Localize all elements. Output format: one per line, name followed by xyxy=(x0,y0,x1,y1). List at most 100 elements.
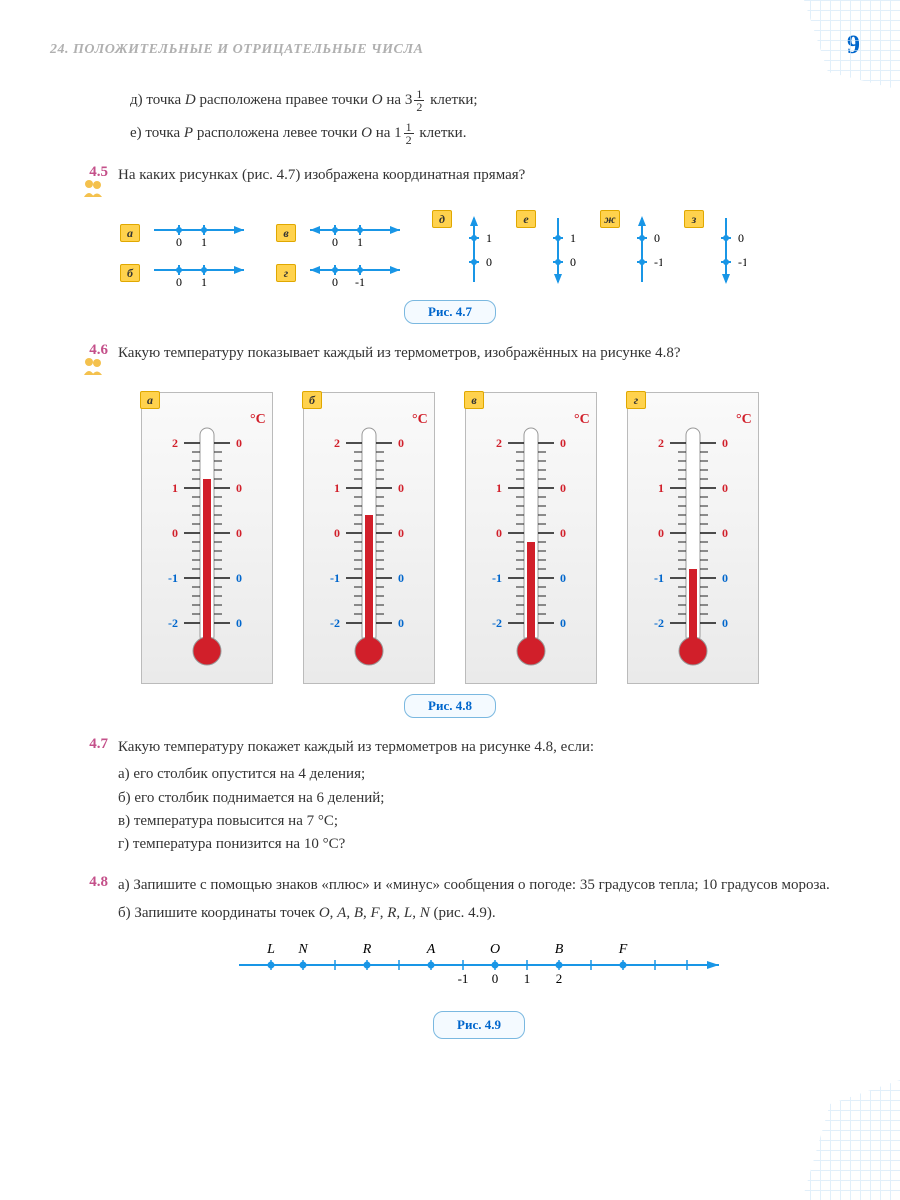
svg-text:0: 0 xyxy=(486,255,492,269)
svg-text:-1: -1 xyxy=(738,255,746,269)
svg-text:0: 0 xyxy=(398,436,404,450)
svg-text:2: 2 xyxy=(172,436,178,450)
line-letter: з xyxy=(684,210,704,228)
svg-text:-1: -1 xyxy=(168,571,178,585)
svg-text:0: 0 xyxy=(496,526,502,540)
svg-text:0: 0 xyxy=(334,526,340,540)
svg-text:0: 0 xyxy=(658,526,664,540)
figure-4-8: а °C 2 0 1 0 0 0 -1 0 -2 0 б °C 2 0 1 0 0 0 -1 0 -2 0 в °C 2 0 1 0 0 0 -… xyxy=(60,392,840,684)
line-letter: е xyxy=(516,210,536,228)
thermo-letter: а xyxy=(140,391,160,409)
ex-46-text: Какую температуру показывает каждый из т… xyxy=(118,342,840,380)
svg-text:0: 0 xyxy=(236,571,242,585)
svg-text:1: 1 xyxy=(524,971,531,986)
svg-text:0: 0 xyxy=(560,571,566,585)
svg-text:R: R xyxy=(362,942,372,957)
svg-text:0: 0 xyxy=(176,275,182,289)
line-letter: в xyxy=(276,224,296,242)
svg-text:0: 0 xyxy=(398,526,404,540)
caption-4-7: Рис. 4.7 xyxy=(404,300,496,324)
thermometer: а °C 2 0 1 0 0 0 -1 0 -2 0 xyxy=(141,392,273,684)
svg-text:B: B xyxy=(555,942,564,957)
ex-47-item: а) его столбик опустится на 4 деления; xyxy=(118,763,840,786)
svg-text:0: 0 xyxy=(176,235,182,249)
svg-text:-1: -1 xyxy=(654,571,664,585)
ex-45-text: На каких рисунках (рис. 4.7) изображена … xyxy=(118,164,840,202)
figure-4-7: а01 б01 в01 г0-1 д10 е10 ж0-1 з0-1 xyxy=(60,210,840,290)
thermometer: г °C 2 0 1 0 0 0 -1 0 -2 0 xyxy=(627,392,759,684)
pair-icon xyxy=(82,357,106,375)
ex-48-a: а) Запишите с помощью знаков «плюс» и «м… xyxy=(118,874,840,897)
svg-text:0: 0 xyxy=(722,436,728,450)
svg-text:0: 0 xyxy=(722,481,728,495)
line-letter: а xyxy=(120,224,140,242)
svg-text:-1: -1 xyxy=(458,971,469,986)
svg-text:0: 0 xyxy=(560,481,566,495)
pre-item-e: е) точка P расположена левее точки O на … xyxy=(130,121,840,146)
thermo-letter: г xyxy=(626,391,646,409)
thermo-letter: в xyxy=(464,391,484,409)
svg-text:0: 0 xyxy=(560,616,566,630)
svg-text:0: 0 xyxy=(236,616,242,630)
svg-text:1: 1 xyxy=(357,235,363,249)
svg-text:1: 1 xyxy=(496,481,502,495)
thermometer: б°C201000-10-20 xyxy=(303,392,435,684)
svg-text:-2: -2 xyxy=(492,616,502,630)
line-letter: г xyxy=(276,264,296,282)
svg-text:-2: -2 xyxy=(654,616,664,630)
svg-text:°C: °C xyxy=(412,412,428,427)
ex-num-48: 4.8 xyxy=(60,874,118,1039)
svg-text:1: 1 xyxy=(172,481,178,495)
corner-decoration-bottom xyxy=(760,1080,900,1200)
ex-48-b: б) Запишите координаты точек O, A, B, F,… xyxy=(118,902,840,925)
page-header: 24. ПОЛОЖИТЕЛЬНЫЕ И ОТРИЦАТЕЛЬНЫЕ ЧИСЛА … xyxy=(0,0,900,70)
svg-text:0: 0 xyxy=(236,436,242,450)
line-letter: д xyxy=(432,210,452,228)
thermo-letter: б xyxy=(302,391,322,409)
svg-text:O: O xyxy=(490,942,500,957)
svg-text:-1: -1 xyxy=(492,571,502,585)
svg-text:-2: -2 xyxy=(168,616,178,630)
svg-text:F: F xyxy=(618,942,628,957)
svg-text:0: 0 xyxy=(398,616,404,630)
svg-text:0: 0 xyxy=(560,526,566,540)
svg-text:1: 1 xyxy=(658,481,664,495)
svg-text:°C: °C xyxy=(250,412,266,427)
thermometer: в °C 2 0 1 0 0 0 -1 0 -2 0 xyxy=(465,392,597,684)
svg-text:1: 1 xyxy=(486,231,492,245)
svg-text:1: 1 xyxy=(334,481,340,495)
caption-4-8: Рис. 4.8 xyxy=(404,694,496,718)
line-letter: б xyxy=(120,264,140,282)
svg-text:A: A xyxy=(426,942,436,957)
svg-text:°C: °C xyxy=(574,412,590,427)
svg-text:0: 0 xyxy=(722,616,728,630)
line-letter: ж xyxy=(600,210,620,228)
svg-text:0: 0 xyxy=(738,231,744,245)
number-line-49: -1012LNRAOBF xyxy=(219,933,739,993)
pre-item-d: д) точка D расположена правее точки O на… xyxy=(130,88,840,113)
svg-text:0: 0 xyxy=(570,255,576,269)
svg-text:2: 2 xyxy=(496,436,502,450)
svg-text:0: 0 xyxy=(492,971,499,986)
ex-47-item: г) температура понизится на 10 °C? xyxy=(118,833,840,856)
svg-text:0: 0 xyxy=(236,526,242,540)
svg-text:-1: -1 xyxy=(330,571,340,585)
svg-text:0: 0 xyxy=(560,436,566,450)
svg-text:2: 2 xyxy=(658,436,664,450)
svg-text:1: 1 xyxy=(570,231,576,245)
ex-47-item: б) его столбик поднимается на 6 делений; xyxy=(118,787,840,810)
svg-text:°C: °C xyxy=(736,412,752,427)
svg-text:0: 0 xyxy=(654,231,660,245)
svg-text:0: 0 xyxy=(722,526,728,540)
svg-text:0: 0 xyxy=(236,481,242,495)
pair-icon xyxy=(82,179,106,197)
svg-text:2: 2 xyxy=(334,436,340,450)
svg-text:2: 2 xyxy=(556,971,563,986)
chapter-title: 24. ПОЛОЖИТЕЛЬНЫЕ И ОТРИЦАТЕЛЬНЫЕ ЧИСЛА xyxy=(50,42,423,58)
svg-text:0: 0 xyxy=(172,526,178,540)
svg-text:0: 0 xyxy=(722,571,728,585)
svg-text:-1: -1 xyxy=(355,275,365,289)
ex-47-text: Какую температуру покажет каждый из терм… xyxy=(118,736,840,759)
svg-text:0: 0 xyxy=(398,481,404,495)
ex-num-47: 4.7 xyxy=(60,736,118,856)
